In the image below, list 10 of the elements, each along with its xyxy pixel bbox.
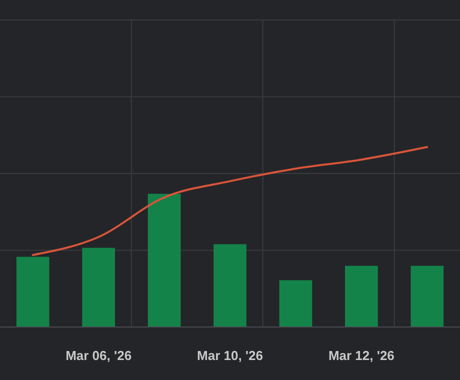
bar: [345, 266, 378, 327]
bar: [16, 256, 50, 327]
x-tick-label: Mar 06, '26: [66, 348, 132, 363]
x-tick-label: Mar 12, '26: [328, 348, 394, 363]
bar: [214, 244, 246, 327]
bar: [148, 194, 181, 327]
bar: [82, 248, 115, 327]
bar: [410, 266, 444, 327]
bar: [279, 280, 312, 327]
x-tick-label: Mar 10, '26: [197, 348, 263, 363]
